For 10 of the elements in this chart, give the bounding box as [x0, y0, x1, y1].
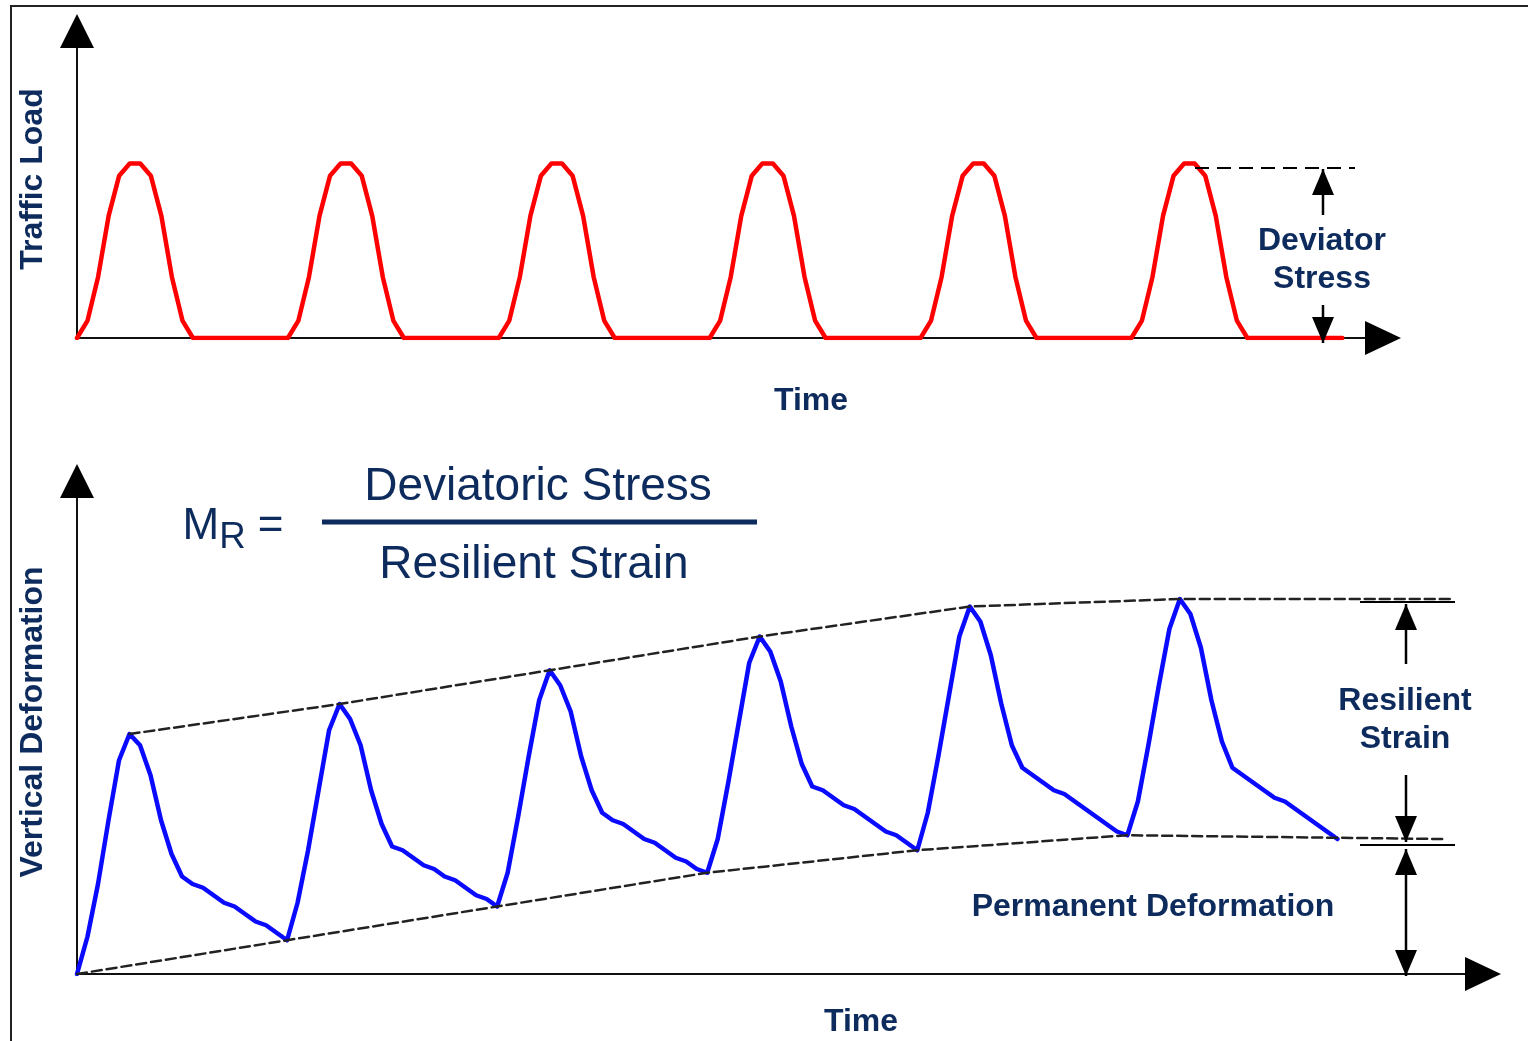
x-axis-title: Time — [823, 1002, 899, 1038]
y-axis-title: Vertical Deformation — [13, 566, 49, 878]
annotation: Permanent Deformation — [971, 885, 1335, 925]
text: M$_{R}$ = — [182, 497, 284, 559]
annotation: Deviator Stress — [1256, 219, 1387, 297]
y-axis-title: Traffic Load — [13, 88, 49, 270]
x-axis-title: Time — [773, 381, 849, 417]
annotation: Resilient Strain — [1337, 679, 1473, 757]
text: Resilient Strain — [379, 535, 689, 591]
text: Deviatoric Stress — [364, 457, 712, 513]
